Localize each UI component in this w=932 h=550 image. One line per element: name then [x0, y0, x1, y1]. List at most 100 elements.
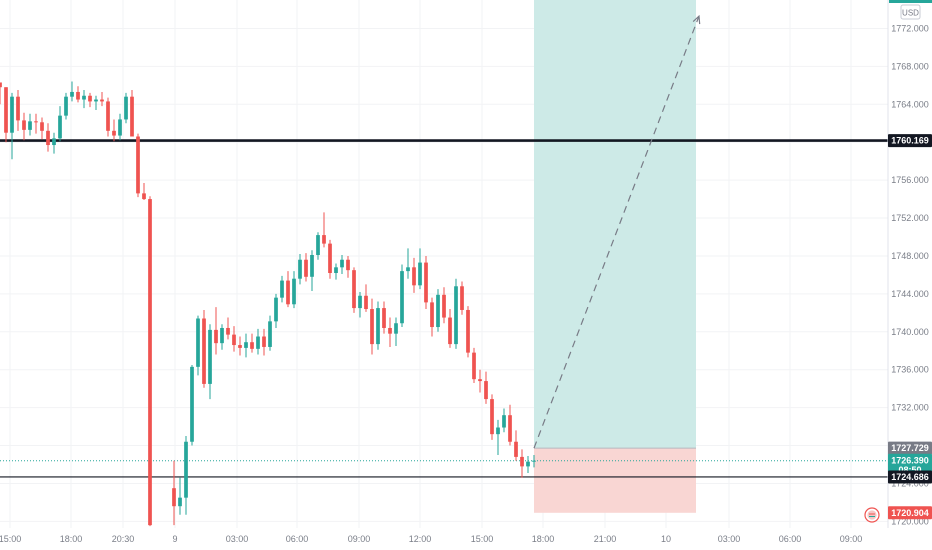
currency-badge[interactable]: [900, 4, 921, 20]
candle[interactable]: [268, 315, 272, 351]
candle[interactable]: [526, 455, 530, 474]
candle[interactable]: [478, 369, 482, 393]
candle[interactable]: [250, 333, 254, 353]
candle[interactable]: [502, 408, 506, 433]
candle[interactable]: [118, 113, 122, 141]
candle[interactable]: [196, 315, 200, 376]
candle[interactable]: [106, 97, 110, 137]
target-zone[interactable]: [534, 0, 696, 449]
flag-icon[interactable]: [864, 507, 880, 523]
candle[interactable]: [46, 123, 50, 152]
candle[interactable]: [34, 113, 38, 134]
candle[interactable]: [412, 257, 416, 293]
candle[interactable]: [394, 317, 398, 346]
candle[interactable]: [376, 301, 380, 350]
candle[interactable]: [466, 306, 470, 358]
candle[interactable]: [226, 317, 230, 340]
position-zones[interactable]: [534, 0, 696, 513]
price-tags: 1760.1691727.7291726.39008:501724.686172…: [888, 134, 932, 520]
candle[interactable]: [100, 91, 104, 107]
candle[interactable]: [448, 309, 452, 348]
candle[interactable]: [334, 263, 338, 280]
candle[interactable]: [10, 92, 14, 160]
candle[interactable]: [406, 248, 410, 279]
candle[interactable]: [316, 232, 320, 260]
candle[interactable]: [214, 307, 218, 355]
candle[interactable]: [262, 328, 266, 356]
candle[interactable]: [130, 90, 134, 137]
candle[interactable]: [460, 281, 464, 315]
candle[interactable]: [370, 298, 374, 355]
stop-zone[interactable]: [534, 448, 696, 513]
candle[interactable]: [292, 271, 296, 309]
candle[interactable]: [352, 267, 356, 313]
candle[interactable]: [520, 449, 524, 478]
horizontal-levels[interactable]: [0, 139, 888, 478]
candle[interactable]: [28, 113, 32, 136]
projection-line[interactable]: [533, 15, 700, 449]
candle[interactable]: [418, 248, 422, 290]
candle[interactable]: [496, 419, 500, 456]
candle[interactable]: [136, 133, 140, 198]
candle[interactable]: [82, 90, 86, 109]
candle[interactable]: [220, 324, 224, 350]
candle[interactable]: [442, 287, 446, 324]
candle[interactable]: [208, 324, 212, 400]
candle[interactable]: [76, 86, 80, 103]
candle[interactable]: [40, 117, 44, 140]
candle[interactable]: [490, 394, 494, 440]
candle[interactable]: [286, 271, 290, 308]
candle[interactable]: [52, 132, 56, 154]
candle[interactable]: [454, 278, 458, 349]
candle[interactable]: [274, 293, 278, 328]
candle[interactable]: [328, 239, 332, 279]
candle[interactable]: [202, 309, 206, 388]
candle[interactable]: [172, 460, 176, 526]
candle[interactable]: [22, 112, 26, 141]
candle[interactable]: [58, 106, 62, 142]
candle[interactable]: [124, 92, 128, 124]
candle[interactable]: [304, 253, 308, 282]
candle[interactable]: [280, 275, 284, 303]
candle[interactable]: [310, 250, 314, 292]
candle[interactable]: [382, 301, 386, 334]
candle[interactable]: [88, 92, 92, 108]
candle[interactable]: [436, 289, 440, 332]
candle[interactable]: [0, 82, 2, 105]
candle[interactable]: [400, 264, 404, 328]
candle[interactable]: [430, 297, 434, 337]
candle[interactable]: [238, 336, 242, 356]
candle[interactable]: [424, 255, 428, 310]
candle[interactable]: [4, 87, 8, 143]
candle[interactable]: [142, 182, 146, 201]
candle[interactable]: [190, 364, 194, 446]
candles[interactable]: [0, 81, 536, 527]
candle[interactable]: [358, 291, 362, 318]
candle[interactable]: [508, 404, 512, 446]
candle[interactable]: [256, 328, 260, 355]
candle[interactable]: [184, 436, 188, 515]
candle[interactable]: [232, 326, 236, 352]
projection[interactable]: [533, 14, 701, 449]
candle[interactable]: [532, 455, 536, 468]
candle[interactable]: [70, 81, 74, 102]
candle[interactable]: [178, 477, 182, 515]
candle[interactable]: [340, 254, 344, 274]
time-axis-panel[interactable]: [0, 528, 888, 550]
candle[interactable]: [148, 196, 152, 527]
candle[interactable]: [514, 430, 518, 461]
candle[interactable]: [472, 347, 476, 383]
candle[interactable]: [16, 90, 20, 131]
candle[interactable]: [346, 255, 350, 278]
candle[interactable]: [484, 371, 488, 404]
candle[interactable]: [94, 95, 98, 110]
candle[interactable]: [64, 92, 68, 120]
candle[interactable]: [364, 284, 368, 312]
candle[interactable]: [298, 254, 302, 285]
candle[interactable]: [244, 333, 248, 358]
candle[interactable]: [388, 317, 392, 347]
price-axis-panel[interactable]: [888, 0, 932, 528]
candle[interactable]: [112, 119, 116, 142]
candle[interactable]: [322, 212, 326, 248]
